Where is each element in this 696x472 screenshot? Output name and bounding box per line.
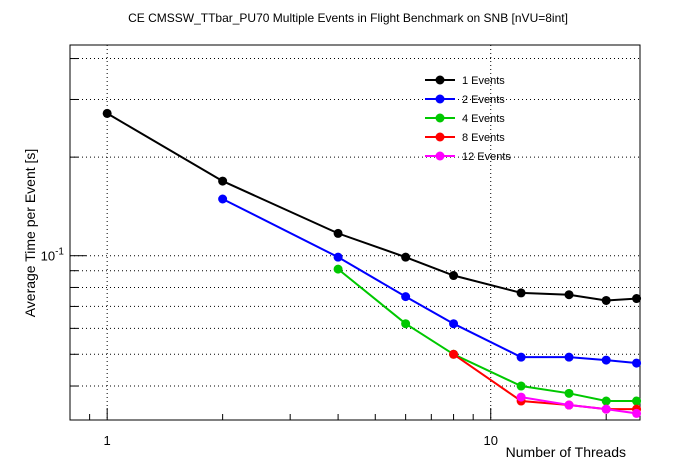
series-12-events xyxy=(516,392,642,418)
gridlines xyxy=(70,45,640,420)
legend-item: 12 Events xyxy=(425,151,511,163)
data-point xyxy=(102,108,112,118)
x-axis-label: Number of Threads xyxy=(506,444,626,460)
data-point xyxy=(564,290,574,300)
y-axis-ticks: 10-1 xyxy=(41,58,86,387)
x-axis-ticks: 1 10 xyxy=(69,408,607,448)
legend-marker xyxy=(435,113,445,123)
series-2-events xyxy=(218,194,642,368)
legend-label: 12 Events xyxy=(462,151,511,163)
data-point xyxy=(333,252,343,262)
data-point xyxy=(516,352,526,362)
legend-item: 2 Events xyxy=(425,94,505,106)
series-line xyxy=(106,112,637,302)
series-group xyxy=(102,108,642,418)
legend-marker xyxy=(435,132,445,142)
data-point xyxy=(564,388,574,398)
series-line xyxy=(520,396,637,415)
legend-label: 1 Events xyxy=(462,75,505,87)
data-point xyxy=(516,392,526,402)
data-point xyxy=(333,264,343,274)
data-point xyxy=(333,228,343,238)
data-point xyxy=(449,349,459,359)
data-point xyxy=(218,176,228,186)
data-point xyxy=(449,271,459,281)
data-point xyxy=(564,400,574,410)
legend-label: 4 Events xyxy=(462,113,505,125)
series-4-events xyxy=(333,264,642,406)
data-point xyxy=(632,358,642,368)
data-point xyxy=(632,408,642,418)
series-1-events xyxy=(102,108,642,305)
data-point xyxy=(516,381,526,391)
data-point xyxy=(401,292,411,302)
data-point xyxy=(601,396,611,406)
series-line xyxy=(222,198,637,365)
y-axis-label: Average Time per Event [s] xyxy=(22,149,38,318)
data-point xyxy=(632,294,642,304)
data-point xyxy=(401,252,411,262)
data-point xyxy=(401,319,411,329)
data-point xyxy=(449,319,459,329)
series-line xyxy=(337,268,637,403)
legend-item: 4 Events xyxy=(425,113,505,125)
legend: 1 Events 2 Events 4 Events 8 Events 12 Event… xyxy=(425,75,511,163)
x-tick-label: 10 xyxy=(483,433,497,448)
legend-item: 8 Events xyxy=(425,132,505,144)
data-point xyxy=(601,295,611,305)
legend-label: 8 Events xyxy=(462,132,505,144)
chart-title: CE CMSSW_TTbar_PU70 Multiple Events in F… xyxy=(128,11,568,25)
legend-marker xyxy=(435,151,445,161)
y-tick-label: 10-1 xyxy=(41,247,65,264)
legend-marker xyxy=(435,94,445,104)
legend-marker xyxy=(435,75,445,85)
data-point xyxy=(632,396,642,406)
legend-item: 1 Events xyxy=(425,75,505,87)
data-point xyxy=(516,288,526,298)
data-point xyxy=(218,194,228,204)
legend-label: 2 Events xyxy=(462,94,505,106)
x-tick-label: 1 xyxy=(104,433,111,448)
data-point xyxy=(601,404,611,414)
plot-frame xyxy=(69,44,641,421)
data-point xyxy=(601,355,611,365)
data-point xyxy=(564,352,574,362)
series-8-events xyxy=(449,349,642,414)
